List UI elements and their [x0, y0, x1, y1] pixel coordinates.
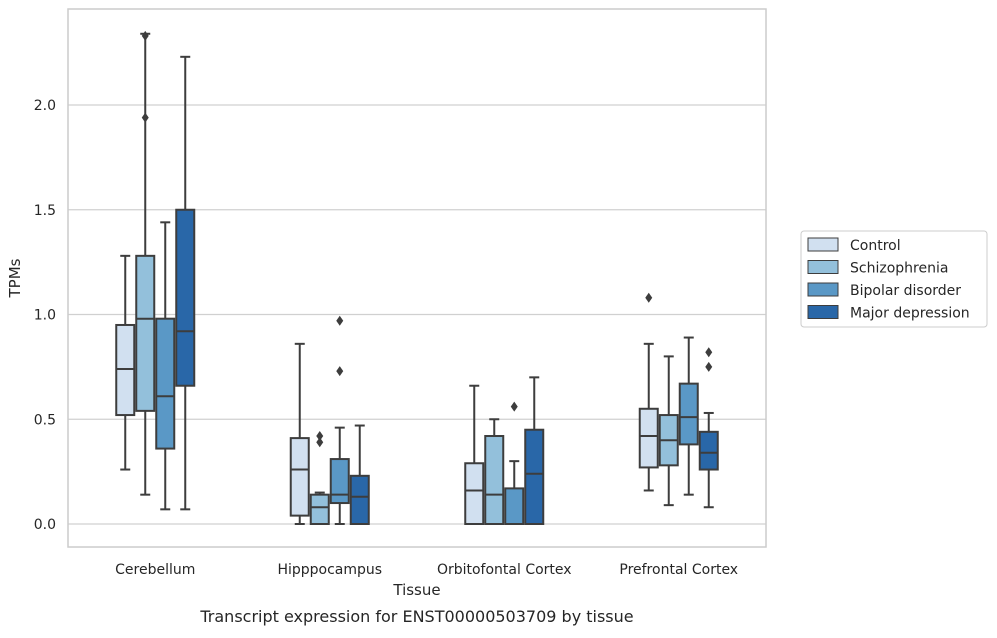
box-iqr — [135, 254, 156, 412]
outlier-point — [705, 361, 713, 372]
box-major-depression — [698, 347, 719, 509]
legend-swatch — [807, 305, 839, 319]
outlier-point — [510, 401, 518, 412]
y-tick-label: 0.5 — [34, 412, 56, 428]
box-control — [464, 384, 485, 525]
outlier-point — [316, 431, 324, 442]
box-iqr — [638, 407, 659, 469]
x-tick-label: Hipppocampus — [277, 562, 382, 578]
box-schizophrenia — [658, 355, 679, 507]
legend-swatch — [807, 282, 839, 297]
x-tick-label: Prefrontal Cortex — [619, 562, 738, 578]
y-axis-ticks: 0.0 0.5 1.0 1.5 2.0 — [34, 98, 56, 533]
outlier-point — [336, 315, 344, 326]
box-bipolar-disorder — [504, 401, 525, 526]
box-iqr — [698, 430, 719, 471]
box-iqr — [309, 493, 330, 526]
box-schizophrenia — [135, 30, 156, 496]
box-iqr — [464, 462, 485, 525]
box-control — [115, 254, 136, 471]
box-schizophrenia — [309, 431, 330, 526]
box-major-depression — [175, 55, 196, 511]
y-tick-label: 2.0 — [34, 98, 56, 114]
x-tick-label: Cerebellum — [115, 562, 195, 578]
y-tick-label: 1.5 — [34, 203, 56, 219]
box-iqr — [484, 435, 505, 526]
legend-frame — [800, 230, 988, 328]
x-axis-ticks: Cerebellum Hipppocampus Orbitofontal Corte… — [115, 562, 738, 578]
box-bipolar-disorder — [329, 315, 350, 525]
box-iqr — [115, 323, 136, 417]
outlier-point — [141, 112, 149, 123]
y-tick-label: 0.0 — [34, 517, 56, 533]
outlier-point — [316, 437, 324, 448]
plot-area-frame — [67, 8, 767, 548]
y-axis-label: TPMs — [6, 258, 24, 298]
box-iqr — [678, 382, 699, 446]
box-major-depression — [349, 424, 370, 526]
boxes — [115, 30, 719, 526]
box-iqr — [155, 317, 176, 450]
outlier-point — [336, 366, 344, 377]
y-tick-label: 1.0 — [34, 308, 56, 324]
legend-label: Major depression — [850, 306, 970, 322]
x-axis-label: Tissue — [392, 581, 440, 599]
outlier-point — [645, 292, 653, 303]
x-tick-label: Orbitofontal Cortex — [437, 562, 572, 578]
box-iqr — [504, 487, 525, 526]
legend-swatch — [807, 237, 839, 252]
legend: Control Schizophrenia Bipolar disorder Majo… — [800, 230, 988, 328]
box-iqr — [289, 437, 310, 517]
outlier-point — [141, 30, 149, 41]
box-bipolar-disorder — [678, 336, 699, 496]
box-iqr — [349, 474, 370, 526]
legend-label: Bipolar disorder — [850, 283, 961, 299]
outlier-point — [705, 347, 713, 358]
box-iqr — [175, 208, 196, 387]
box-control — [638, 292, 659, 492]
chart-caption: Transcript expression for ENST0000050370… — [199, 607, 633, 626]
legend-label: Control — [850, 238, 901, 254]
box-schizophrenia — [484, 418, 505, 526]
box-bipolar-disorder — [155, 221, 176, 511]
box-control — [289, 342, 310, 525]
box-major-depression — [524, 376, 545, 526]
box-iqr — [329, 458, 350, 505]
legend-swatch — [807, 260, 839, 274]
legend-label: Schizophrenia — [850, 261, 948, 277]
box-iqr — [524, 428, 545, 526]
